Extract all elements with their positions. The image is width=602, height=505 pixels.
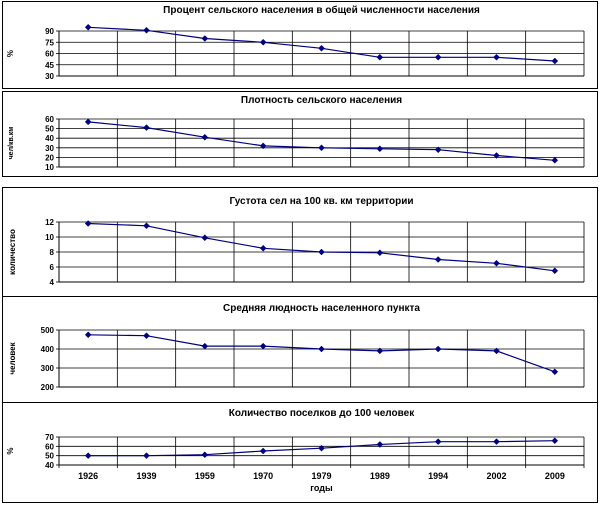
data-point xyxy=(551,57,559,65)
panel-frame xyxy=(2,187,598,297)
y-tick-label: 75 xyxy=(45,38,54,47)
data-point xyxy=(434,146,442,154)
chart-panel-5: Количество поселков до 100 человек 405060… xyxy=(2,402,598,503)
chart-panel-3: Густота сел на 100 кв. км территории 4 6 8 1… xyxy=(2,187,598,297)
data-point xyxy=(318,345,325,353)
data-point xyxy=(259,342,267,350)
y-tick-label: 40 xyxy=(45,461,54,470)
y-tick-label: 500 xyxy=(41,326,55,335)
x-tick-label: 2009 xyxy=(545,471,565,481)
x-tick-label: 2002 xyxy=(486,471,506,481)
data-point xyxy=(143,452,150,460)
data-point xyxy=(493,152,500,159)
data-point xyxy=(434,438,442,446)
chart-title: Плотность сельского населения xyxy=(241,95,402,106)
data-point xyxy=(434,256,442,263)
data-point xyxy=(376,347,384,355)
chart-panel-2: Плотность сельского населения 10203040506… xyxy=(2,91,598,177)
data-point xyxy=(84,452,92,460)
y-tick-label: 12 xyxy=(45,218,54,227)
data-point xyxy=(259,447,267,455)
data-point xyxy=(201,451,209,459)
panel-frame xyxy=(2,402,598,503)
y-tick-label: 40 xyxy=(45,134,54,143)
y-tick-label: 90 xyxy=(45,27,54,36)
y-tick-label: 10 xyxy=(45,163,54,172)
x-tick-label: 1926 xyxy=(78,471,98,481)
y-tick-label: 8 xyxy=(50,248,55,257)
data-point xyxy=(259,244,267,252)
x-tick-label: 1979 xyxy=(311,471,331,481)
data-point xyxy=(493,53,500,61)
data-point xyxy=(84,23,92,31)
data-point xyxy=(551,267,559,275)
x-tick-label: 1994 xyxy=(428,471,448,481)
chart-title: Количество поселков до 100 человек xyxy=(229,408,415,419)
y-tick-label: 20 xyxy=(45,153,54,162)
y-axis-label: % xyxy=(6,50,15,57)
x-axis-label: годы xyxy=(310,483,333,493)
data-point xyxy=(259,142,267,150)
data-point xyxy=(318,444,325,452)
chart-panel-1: Процент сельского населения в общей числ… xyxy=(2,1,598,89)
data-point xyxy=(201,35,209,42)
y-tick-label: 400 xyxy=(41,345,55,354)
data-point xyxy=(434,53,442,61)
panel-frame xyxy=(2,1,598,89)
y-axis-label: % xyxy=(6,447,15,454)
data-point xyxy=(84,331,92,339)
data-point xyxy=(318,44,325,52)
data-point xyxy=(376,145,384,153)
y-tick-label: 6 xyxy=(50,263,55,272)
data-point xyxy=(143,222,150,230)
data-point xyxy=(434,345,442,353)
y-tick-label: 60 xyxy=(45,442,54,451)
y-tick-label: 10 xyxy=(45,233,54,242)
data-point xyxy=(143,332,150,340)
x-tick-label: 1959 xyxy=(195,471,215,481)
data-point xyxy=(201,342,209,350)
y-tick-label: 60 xyxy=(45,115,54,124)
y-tick-label: 50 xyxy=(45,125,54,134)
data-point xyxy=(551,156,559,164)
data-point xyxy=(201,234,209,242)
data-point xyxy=(551,437,559,445)
chart-title: Густота сел на 100 кв. км территории xyxy=(229,196,413,207)
data-point xyxy=(493,347,500,355)
data-point xyxy=(318,248,325,256)
x-tick-label: 1939 xyxy=(136,471,156,481)
y-tick-label: 60 xyxy=(45,50,54,59)
data-point xyxy=(376,53,384,61)
y-axis-label: количество xyxy=(8,229,17,275)
chart-panel-4: Средняя людность населенного пункта 200 30… xyxy=(2,296,598,403)
data-point xyxy=(493,438,500,446)
data-point xyxy=(376,249,384,257)
y-tick-label: 30 xyxy=(45,72,54,81)
y-tick-label: 300 xyxy=(41,364,55,373)
data-point xyxy=(493,259,500,267)
chart-title: Средняя людность населенного пункта xyxy=(223,303,420,314)
y-tick-label: 4 xyxy=(50,278,55,287)
data-point xyxy=(376,441,384,448)
y-tick-label: 70 xyxy=(45,433,54,442)
y-tick-label: 200 xyxy=(41,383,55,392)
y-tick-label: 45 xyxy=(45,61,54,70)
data-point xyxy=(259,38,267,46)
panel-frame xyxy=(2,91,598,177)
y-axis-label: чел/кв.км xyxy=(8,127,15,160)
data-point xyxy=(143,124,150,131)
data-point xyxy=(84,118,92,126)
y-tick-label: 30 xyxy=(45,144,54,153)
data-point xyxy=(143,26,150,34)
x-tick-label: 1989 xyxy=(370,471,390,481)
y-axis-label: человек xyxy=(8,341,17,374)
y-tick-label: 50 xyxy=(45,452,54,461)
data-point xyxy=(551,368,559,376)
x-tick-label: 1970 xyxy=(253,471,273,481)
data-point xyxy=(201,133,209,141)
chart-title: Процент сельского населения в общей числ… xyxy=(163,4,480,16)
data-point xyxy=(84,220,92,227)
data-point xyxy=(318,144,325,152)
